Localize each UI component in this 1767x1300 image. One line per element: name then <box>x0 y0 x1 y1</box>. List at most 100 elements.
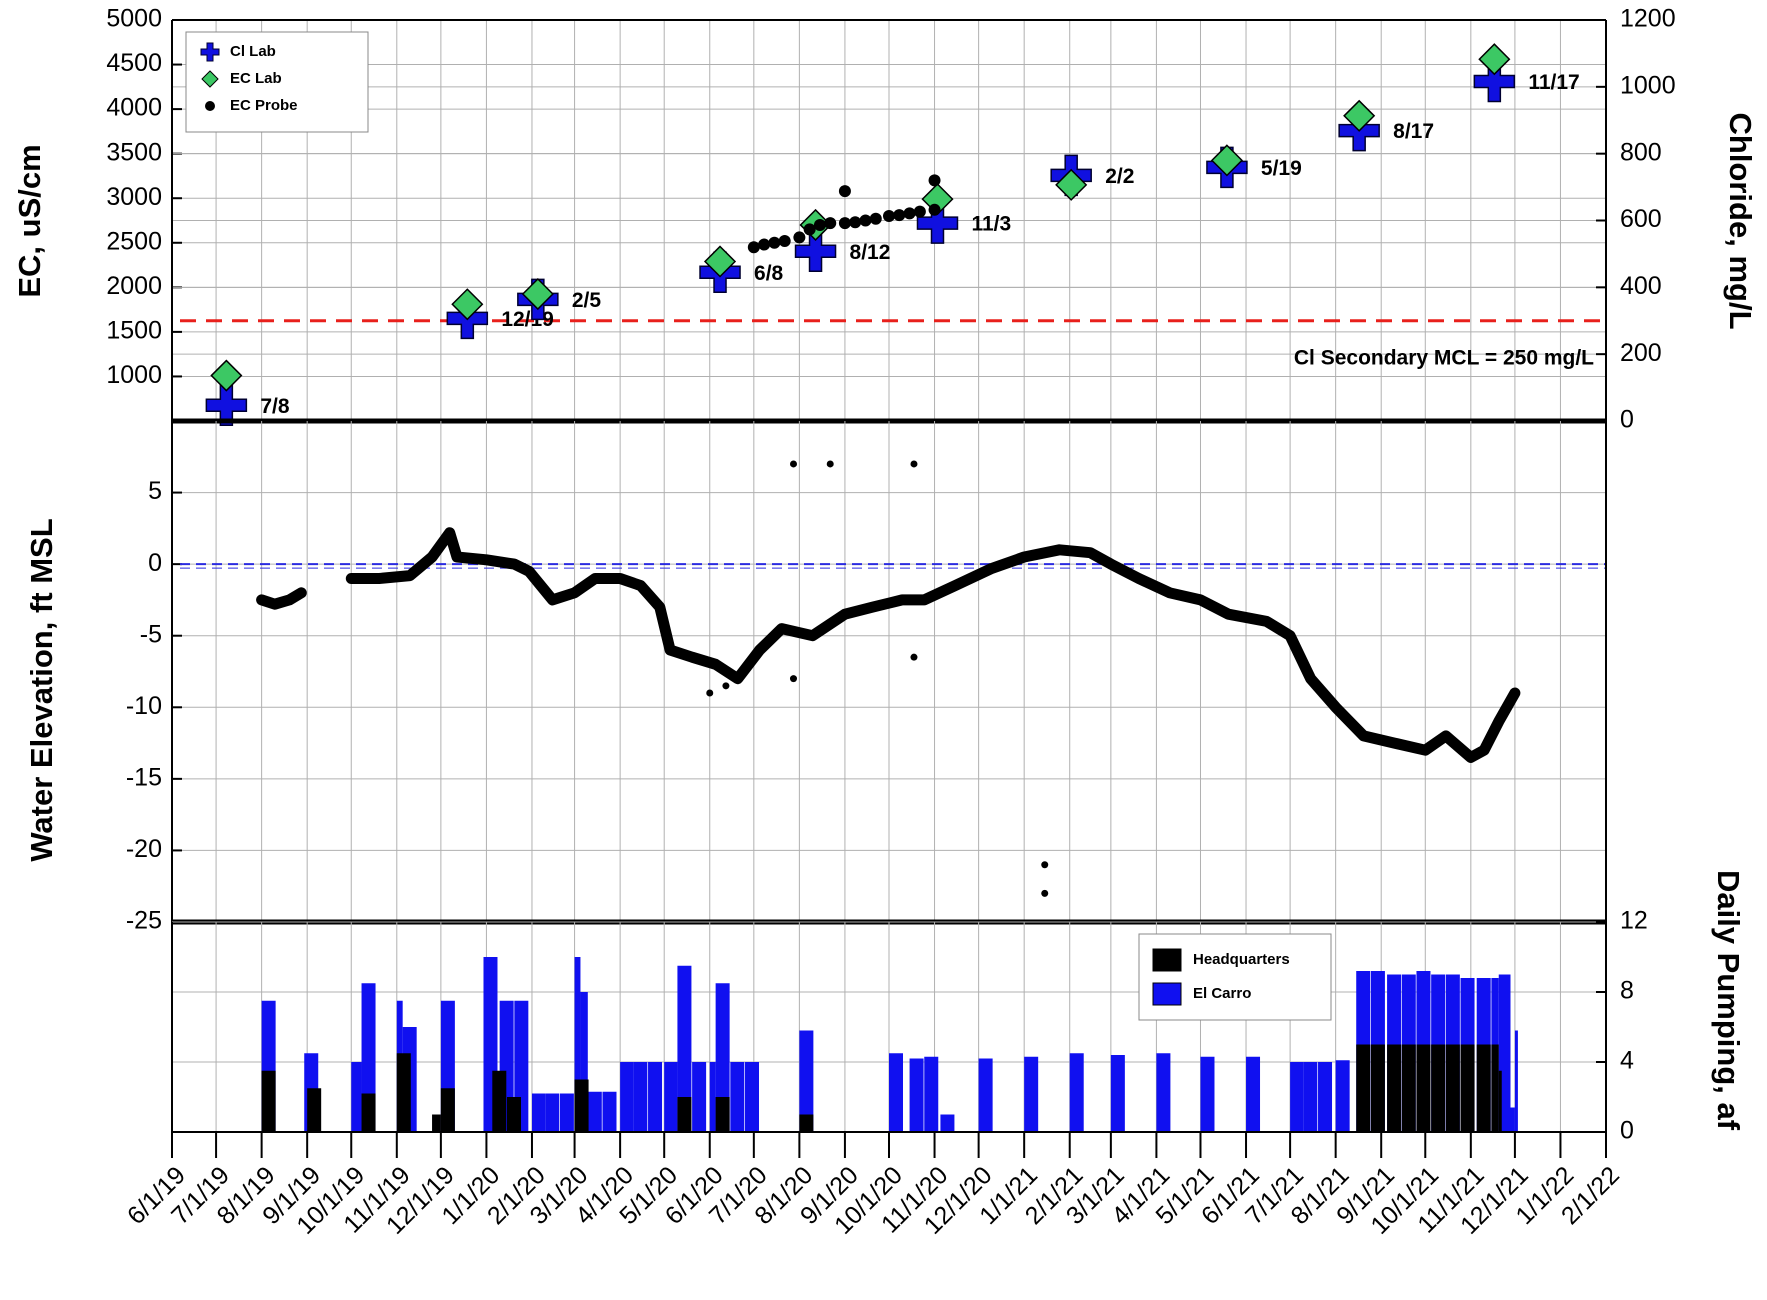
y-tick-label: 2000 <box>106 272 162 300</box>
cl-marker <box>1473 60 1516 103</box>
probe-marker <box>838 185 851 198</box>
pump-bar <box>730 1062 745 1132</box>
point-label: 11/3 <box>971 213 1011 236</box>
y2-tick-label: 8 <box>1620 977 1634 1005</box>
y-tick-label: -25 <box>126 907 162 935</box>
pump-bar <box>1335 1060 1350 1132</box>
cl-marker <box>205 384 248 427</box>
y-tick-label: 4000 <box>106 94 162 122</box>
y2-tick-label: 12 <box>1620 907 1648 935</box>
y2-tick-label: 200 <box>1620 339 1662 367</box>
y-tick-label: -10 <box>126 692 162 720</box>
ec-marker <box>210 359 243 392</box>
pump-bar <box>559 1093 574 1132</box>
legend-label: Headquarters <box>1193 951 1290 968</box>
probe-marker <box>758 238 771 251</box>
pump-bar <box>940 1114 955 1132</box>
pump-bar <box>715 1097 730 1132</box>
pump-bar <box>587 1091 602 1132</box>
pump-bar <box>351 1062 362 1132</box>
pump-bar <box>1303 1062 1318 1132</box>
probe-marker <box>768 236 781 249</box>
y2-tick-label: 400 <box>1620 272 1662 300</box>
pump-bar <box>261 1070 276 1132</box>
reference-label: Cl Secondary MCL = 250 mg/L <box>1294 346 1594 369</box>
outlier-point <box>1041 861 1049 869</box>
ec-marker <box>451 288 484 321</box>
pump-bar <box>1290 1062 1304 1132</box>
pump-bar <box>978 1058 993 1132</box>
pump-bar <box>1246 1056 1261 1132</box>
cl-marker <box>794 230 837 272</box>
y2-tick-label: 1200 <box>1620 5 1676 33</box>
pump-bar <box>1401 1044 1416 1132</box>
pump-bar <box>1416 1044 1431 1132</box>
pump-bar <box>1491 1044 1499 1132</box>
pump-bar <box>1445 1044 1460 1132</box>
pump-bar <box>677 1097 692 1132</box>
pump-bar <box>396 1053 411 1132</box>
pump-bar <box>1370 1044 1385 1132</box>
pump-bar <box>361 1093 376 1132</box>
y-tick-label: 3000 <box>106 183 162 211</box>
pump-bar <box>1200 1056 1215 1132</box>
probe-marker <box>849 216 862 229</box>
legend-marker <box>200 42 220 62</box>
pump-bar <box>1510 1107 1515 1132</box>
legend-label: EC Lab <box>230 70 282 87</box>
pump-bar <box>799 1030 814 1132</box>
panel: 1000 1500 2000 2500 3000 3500 4000 4500 5000 0 200… <box>106 5 1675 434</box>
y-tick-label: 1500 <box>106 316 162 344</box>
y2-tick-label: 800 <box>1620 138 1662 166</box>
pump-bar <box>1431 1044 1446 1132</box>
outlier-point <box>789 675 797 683</box>
pump-bar <box>715 983 730 1132</box>
point-label: 5/19 <box>1261 157 1302 180</box>
y2-axis-title: Daily Pumping, af <box>1711 870 1746 1131</box>
pump-bar <box>432 1114 441 1132</box>
pump-bar <box>664 1062 678 1132</box>
pump-bar <box>909 1058 924 1132</box>
point-label: 2/5 <box>572 289 602 312</box>
pump-bar <box>1460 1044 1475 1132</box>
probe-marker <box>747 241 760 254</box>
y-tick-label: -20 <box>126 835 162 863</box>
panel: -25 -20 -15 -10 -5 0 5 <box>126 421 1607 935</box>
water-level <box>256 527 1521 763</box>
y-axis-title: Water Elevation, ft MSL <box>24 518 59 861</box>
pump-bar <box>574 1079 589 1132</box>
legend-swatch <box>1152 982 1182 1006</box>
probe-marker <box>893 209 906 222</box>
ec-marker <box>521 277 554 311</box>
pump-bar <box>1110 1055 1125 1132</box>
outlier-point <box>706 689 714 697</box>
pump-bar <box>633 1062 648 1132</box>
pump-bar <box>1514 1030 1518 1132</box>
pump-bar <box>1318 1062 1333 1132</box>
pump-bar <box>889 1053 903 1132</box>
point-label: 6/8 <box>754 262 784 285</box>
probe-marker <box>928 174 941 187</box>
outlier-point <box>722 682 730 690</box>
point-label: 2/2 <box>1105 165 1134 188</box>
pump-bar <box>1498 974 1511 1132</box>
probe-marker <box>824 217 837 230</box>
pump-bar <box>492 1070 507 1132</box>
pump-bar <box>1476 1044 1491 1132</box>
y2-tick-label: 600 <box>1620 205 1662 233</box>
probe-marker <box>838 217 851 230</box>
probe-marker <box>813 218 826 231</box>
pump-bar <box>745 1062 760 1132</box>
point-label: 11/17 <box>1528 71 1579 94</box>
y2-tick-label: 1000 <box>1620 71 1676 99</box>
outlier-point <box>826 460 834 468</box>
probe-marker <box>778 234 791 247</box>
outlier-point <box>789 460 797 468</box>
pump-bar <box>506 1097 521 1132</box>
y2-axis-title: Chloride, mg/L <box>1723 113 1758 330</box>
ec-marker <box>1478 43 1511 76</box>
pump-bar <box>574 957 581 1132</box>
probe-marker <box>883 210 895 223</box>
y2-tick-label: 0 <box>1620 1117 1634 1145</box>
point-label: 8/12 <box>850 241 891 264</box>
